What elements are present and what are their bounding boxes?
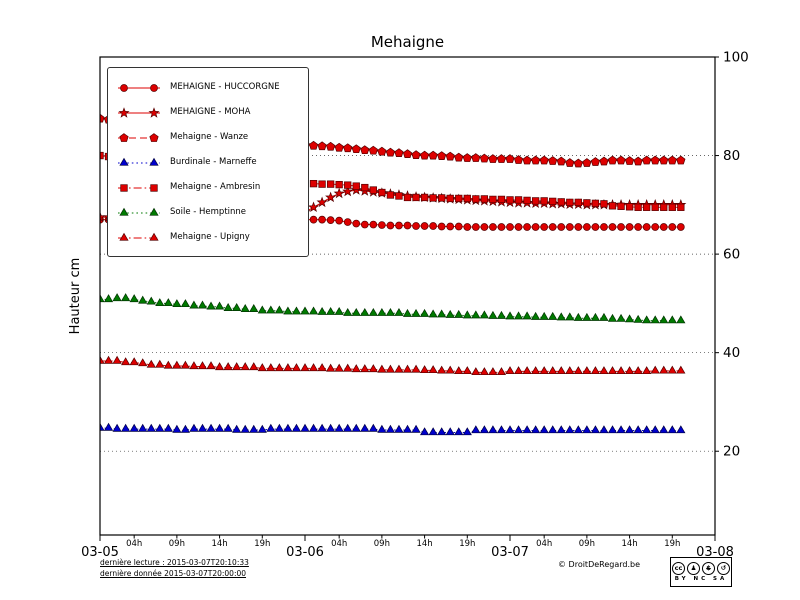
legend-label-huccorgne: MEHAIGNE - HUCCORGNE	[170, 81, 280, 92]
x-tick-label: 19h	[664, 539, 680, 549]
x-tick-label: 04h	[536, 539, 552, 549]
legend-item-moha: MEHAIGNE - MOHA	[116, 100, 300, 124]
y-tick-label: 40	[723, 345, 740, 361]
share-alike-icon: ↺	[717, 562, 730, 575]
x-tick-label: 19h	[459, 539, 475, 549]
legend-marker-red-triangle-icon	[116, 230, 162, 244]
y-tick-label: 100	[723, 50, 749, 66]
y-tick-label: 60	[723, 247, 740, 263]
x-tick-label: 14h	[416, 539, 432, 549]
plot-border	[99, 56, 716, 536]
x-tick-label: 03-06	[286, 545, 324, 560]
legend-marker-star-icon	[116, 105, 162, 119]
legend-item-hemptinne: Soile - Hemptinne	[116, 200, 300, 224]
non-commercial-icon: $	[702, 562, 715, 575]
legend-item-wanze: Mehaigne - Wanze	[116, 125, 300, 149]
footer-info: dernière lecture : 2015-03-07T20:10:33 d…	[100, 557, 249, 579]
page-title: Mehaigne	[370, 33, 445, 51]
legend-label-hemptinne: Soile - Hemptinne	[170, 207, 247, 218]
legend-label-moha: MEHAIGNE - MOHA	[170, 106, 251, 117]
series-markers-hemptinne	[100, 293, 686, 324]
copyright-link[interactable]: © DroitDeRegard.be	[558, 560, 641, 569]
x-tick-label: 04h	[331, 539, 347, 549]
attribution-person-icon: ♟	[687, 562, 700, 575]
y-axis-label: Hauteur cm	[68, 257, 83, 335]
legend-marker-square-icon	[116, 180, 162, 194]
legend-marker-pentagon-icon	[116, 130, 162, 144]
legend-marker-green-triangle-icon	[116, 205, 162, 219]
series-markers-upigny	[100, 355, 686, 376]
legend-box: MEHAIGNE - HUCCORGNE MEHAIGNE - MOHA Meh…	[107, 67, 309, 257]
x-tick-label: 09h	[169, 539, 185, 549]
x-tick-label: 09h	[374, 539, 390, 549]
legend-item-huccorgne: MEHAIGNE - HUCCORGNE	[116, 75, 300, 99]
x-tick-label: 03-08	[696, 545, 734, 560]
last-reading-text: dernière lecture : 2015-03-07T20:10:33	[100, 558, 249, 567]
legend-label-wanze: Mehaigne - Wanze	[170, 131, 249, 142]
legend-label-upigny: Mehaigne - Upigny	[170, 232, 250, 243]
legend-marker-circle-icon	[116, 80, 162, 94]
x-tick-label: 14h	[211, 539, 227, 549]
legend-label-ambresin: Mehaigne - Ambresin	[170, 182, 261, 193]
cc-license-badge[interactable]: cc ♟ $ ↺ BY NC SA	[670, 557, 732, 587]
series-layer	[100, 113, 687, 436]
x-tick-label: 19h	[254, 539, 270, 549]
x-tick-label: 14h	[621, 539, 637, 549]
x-tick-label: 03-05	[81, 545, 119, 560]
x-tick-label: 03-07	[491, 545, 529, 560]
legend-item-ambresin: Mehaigne - Ambresin	[116, 175, 300, 199]
cc-logo-icon: cc	[672, 562, 685, 575]
legend-item-upigny: Mehaigne - Upigny	[116, 225, 300, 249]
legend-label-marneffe: Burdinale - Marneffe	[170, 156, 257, 167]
last-data-text: dernière donnée 2015-03-07T20:00:00	[100, 569, 247, 578]
x-tick-label: 09h	[579, 539, 595, 549]
cc-license-labels: BY NC SA	[674, 576, 728, 582]
cc-icons-row: cc ♟ $ ↺	[672, 562, 730, 575]
legend-marker-blue-triangle-icon	[116, 155, 162, 169]
legend-item-marneffe: Burdinale - Marneffe	[116, 150, 300, 174]
x-tick-label: 04h	[126, 539, 142, 549]
series-markers-marneffe	[100, 422, 686, 436]
y-tick-label: 80	[723, 148, 740, 164]
y-tick-label: 20	[723, 444, 740, 460]
